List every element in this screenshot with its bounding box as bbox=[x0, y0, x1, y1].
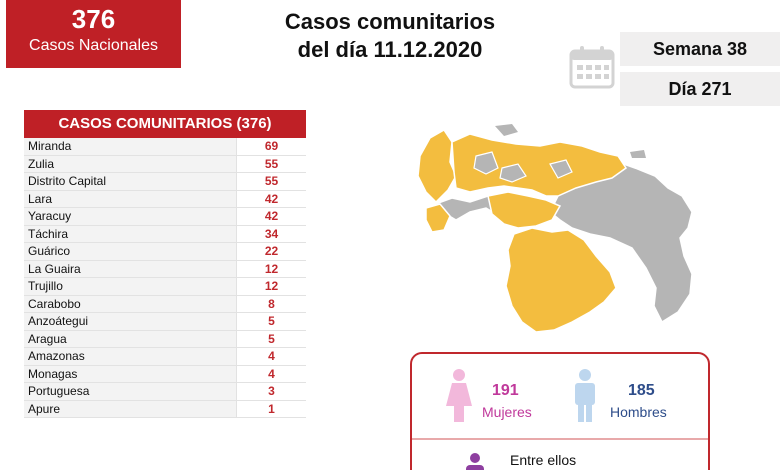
table-row: Miranda 69 bbox=[24, 138, 306, 156]
state-cases: 22 bbox=[236, 243, 306, 260]
state-name: Anzoátegui bbox=[28, 314, 89, 328]
table-row: Carabobo 8 bbox=[24, 295, 306, 313]
table-row: Guárico 22 bbox=[24, 243, 306, 261]
table-row: Yaracuy 42 bbox=[24, 208, 306, 226]
table-row: Táchira 34 bbox=[24, 225, 306, 243]
state-name: Miranda bbox=[28, 139, 72, 153]
state-name: Portuguesa bbox=[28, 384, 90, 398]
map-region-zulia bbox=[417, 129, 457, 204]
state-cases: 4 bbox=[236, 365, 306, 382]
title-line-2: del día 11.12.2020 bbox=[297, 37, 483, 62]
state-cases: 4 bbox=[236, 348, 306, 365]
table-row: Zulia 55 bbox=[24, 155, 306, 173]
state-cases: 42 bbox=[236, 208, 306, 225]
cases-table-heading: CASOS COMUNITARIOS (376) bbox=[24, 110, 306, 138]
state-name: Distrito Capital bbox=[28, 174, 107, 188]
title-line-1: Casos comunitarios bbox=[284, 9, 496, 34]
men-count: 185 bbox=[628, 382, 655, 399]
map-region-north bbox=[451, 133, 628, 197]
table-row: Anzoátegui 5 bbox=[24, 313, 306, 331]
table-row: Distrito Capital 55 bbox=[24, 173, 306, 191]
table-row: Monagas 4 bbox=[24, 365, 306, 383]
state-cases: 55 bbox=[236, 155, 306, 172]
men-label: Hombres bbox=[610, 404, 667, 420]
week-indicator: Semana 38 bbox=[620, 32, 780, 66]
state-name: Apure bbox=[28, 401, 61, 416]
state-cases: 12 bbox=[236, 278, 306, 295]
page-title: Casos comunitarios del día 11.12.2020 bbox=[230, 8, 550, 64]
state-name: Táchira bbox=[28, 226, 69, 241]
map-region-inner-2 bbox=[499, 163, 527, 183]
state-name: Amazonas bbox=[28, 349, 85, 363]
state-cases: 5 bbox=[236, 330, 306, 347]
state-name: Monagas bbox=[28, 366, 78, 381]
venezuela-map bbox=[417, 124, 693, 333]
table-row: Apure 1 bbox=[24, 400, 306, 418]
state-name: Aragua bbox=[28, 331, 67, 346]
cases-table: CASOS COMUNITARIOS (376) Miranda 69 Zulia… bbox=[24, 110, 306, 418]
map-region-guarico bbox=[487, 191, 562, 229]
woman-icon bbox=[446, 369, 472, 422]
state-cases: 34 bbox=[236, 225, 306, 242]
state-name: Zulia bbox=[28, 156, 55, 171]
man-icon bbox=[575, 369, 595, 422]
gender-breakdown-panel: 191 Mujeres 185 Hombres Entre ellos bbox=[410, 352, 710, 470]
total-cases-badge: 376 Casos Nacionales bbox=[6, 0, 181, 68]
map-region-inner-3 bbox=[549, 159, 573, 179]
state-name: Carabobo bbox=[28, 296, 81, 311]
state-cases: 55 bbox=[236, 173, 306, 190]
state-cases: 8 bbox=[236, 295, 306, 312]
state-name: Yaracuy bbox=[28, 209, 72, 223]
map-region-amazonas bbox=[505, 227, 617, 333]
table-row: Lara 42 bbox=[24, 190, 306, 208]
entre-ellos-label: Entre ellos bbox=[510, 452, 577, 468]
state-name: Trujillo bbox=[28, 279, 63, 293]
map-region-tachira bbox=[425, 203, 451, 233]
calendar-icon bbox=[569, 46, 615, 89]
day-indicator: Día 271 bbox=[620, 72, 780, 106]
total-cases-label: Casos Nacionales bbox=[29, 37, 158, 54]
table-row: Portuguesa 3 bbox=[24, 383, 306, 401]
state-cases: 69 bbox=[236, 138, 306, 155]
map-region-islands bbox=[495, 124, 646, 158]
women-count: 191 bbox=[492, 382, 519, 399]
state-name: La Guaira bbox=[28, 261, 81, 276]
person-purple-icon bbox=[466, 453, 484, 470]
state-name: Lara bbox=[28, 191, 53, 206]
total-cases-number: 376 bbox=[71, 4, 116, 34]
state-cases: 42 bbox=[236, 190, 306, 207]
table-row: Trujillo 12 bbox=[24, 278, 306, 296]
state-cases: 5 bbox=[236, 313, 306, 330]
state-name: Guárico bbox=[28, 244, 71, 258]
panel-divider bbox=[412, 438, 708, 440]
state-cases: 3 bbox=[236, 383, 306, 400]
map-region-east bbox=[549, 160, 693, 324]
table-row: Aragua 5 bbox=[24, 330, 306, 348]
map-region-inner-1 bbox=[473, 151, 499, 175]
table-row: La Guaira 12 bbox=[24, 260, 306, 278]
table-row: Amazonas 4 bbox=[24, 348, 306, 366]
women-label: Mujeres bbox=[482, 404, 532, 420]
state-cases: 12 bbox=[236, 260, 306, 277]
state-cases: 1 bbox=[236, 400, 306, 417]
